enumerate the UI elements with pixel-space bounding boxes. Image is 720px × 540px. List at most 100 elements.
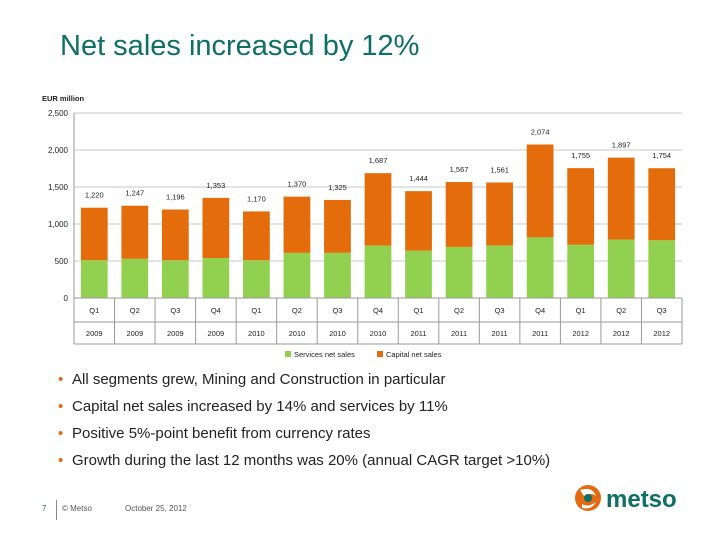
bullet-item: • All segments grew, Mining and Construct… — [58, 370, 550, 389]
bar-segment — [405, 191, 432, 251]
bar-segment — [648, 168, 676, 241]
footer-copyright: © Metso — [62, 504, 92, 513]
bullet-icon: • — [58, 398, 64, 415]
y-tick-label: 1,000 — [48, 220, 69, 229]
slide-title: Net sales increased by 12% — [60, 30, 420, 62]
x-tick-year: 2010 — [329, 329, 346, 338]
x-tick-quarter: Q1 — [89, 306, 99, 315]
bullet-icon: • — [58, 425, 64, 442]
bar-segment — [526, 144, 554, 238]
x-tick-year: 2011 — [410, 329, 426, 338]
legend: Services net sales Capital net sales — [285, 350, 442, 359]
x-tick-year: 2010 — [289, 329, 306, 338]
x-tick-quarter: Q1 — [576, 306, 586, 315]
bar-segment — [202, 197, 230, 259]
x-tick-year: 2011 — [532, 329, 548, 338]
x-tick-quarter: Q3 — [495, 306, 505, 315]
x-tick-quarter: Q1 — [414, 306, 424, 315]
x-tick-year: 2012 — [653, 329, 670, 338]
x-tick-quarter: Q3 — [657, 306, 667, 315]
x-tick-quarter: Q4 — [535, 306, 545, 315]
y-axis: 0 500 1,000 1,500 2,000 2,500 — [48, 109, 75, 303]
page-number: 7 — [42, 504, 47, 513]
x-tick-year: 2010 — [248, 329, 265, 338]
bullet-text: Positive 5%-point benefit from currency … — [72, 425, 371, 442]
bar-segment — [283, 196, 311, 253]
x-tick-quarter: Q2 — [130, 306, 140, 315]
bar-segment — [324, 199, 351, 253]
x-tick-year: 2009 — [86, 329, 103, 338]
total-label: 1,170 — [247, 194, 266, 203]
x-tick-quarter: Q3 — [170, 306, 180, 315]
x-tick-quarter: Q2 — [292, 306, 302, 315]
bar-segment — [486, 245, 513, 298]
x-tick-year: 2012 — [613, 329, 630, 338]
legend-swatch — [377, 351, 383, 357]
total-label: 1,370 — [288, 180, 307, 189]
x-axis: Q1 2009 Q2 2009 Q3 2009 Q4 2009 Q1 2010 Q2 2010 Q3 20… — [73, 297, 683, 345]
bar-segment — [607, 157, 635, 240]
bar-segment — [324, 252, 351, 298]
bar-segment — [243, 211, 270, 261]
x-tick-year: 2009 — [208, 329, 225, 338]
total-label: 2,074 — [531, 128, 550, 137]
footer-date: October 25, 2012 — [125, 504, 187, 513]
footer-divider — [56, 500, 57, 520]
x-tick-quarter: Q2 — [454, 306, 464, 315]
legend-label: Services net sales — [294, 350, 355, 359]
total-label: 1,444 — [409, 174, 428, 183]
x-tick-year: 2010 — [370, 329, 387, 338]
total-label: 1,247 — [125, 189, 144, 198]
bar-segment — [121, 258, 149, 298]
bar-segment — [161, 209, 189, 261]
metso-swirl-icon — [575, 485, 601, 511]
x-tick-quarter: Q3 — [332, 306, 342, 315]
bar-segment — [283, 252, 311, 298]
y-tick-label: 1,500 — [48, 183, 69, 192]
bar-segment — [364, 245, 392, 298]
bullet-text: Capital net sales increased by 14% and s… — [72, 398, 448, 415]
total-label: 1,754 — [652, 151, 671, 160]
total-label: 1,325 — [328, 183, 347, 192]
bar-segment — [526, 237, 554, 298]
bar-segment — [445, 246, 473, 298]
total-label: 1,567 — [450, 165, 469, 174]
bar-segment — [364, 173, 392, 246]
total-label: 1,897 — [612, 141, 631, 150]
bar-segment — [445, 182, 473, 247]
bullet-item: • Positive 5%-point benefit from currency… — [58, 424, 550, 443]
y-tick-label: 2,000 — [48, 146, 69, 155]
x-tick-quarter: Q4 — [373, 306, 383, 315]
bar-segment — [607, 239, 635, 298]
metso-logo: metso — [575, 485, 677, 513]
bar-segment — [80, 260, 108, 298]
x-tick-year: 2009 — [126, 329, 143, 338]
x-tick-quarter: Q2 — [616, 306, 626, 315]
bar-segment — [486, 182, 513, 246]
bar-segment — [567, 168, 595, 245]
bullet-item: • Capital net sales increased by 14% and … — [58, 397, 550, 416]
legend-label: Capital net sales — [386, 350, 442, 359]
total-label: 1,755 — [571, 151, 590, 160]
total-label: 1,196 — [166, 192, 185, 201]
y-tick-label: 500 — [55, 257, 69, 266]
bar-segment — [567, 244, 595, 298]
y-axis-label: EUR million — [42, 94, 85, 103]
bar-segment — [648, 240, 676, 298]
data-labels: 1,220 1,247 1,196 1,353 1,170 1,370 1,325 1,687… — [85, 128, 671, 204]
logo-text: metso — [606, 486, 677, 513]
total-label: 1,561 — [490, 165, 509, 174]
y-tick-label: 0 — [64, 294, 69, 303]
x-tick-quarter: Q4 — [211, 306, 221, 315]
bullet-icon: • — [58, 371, 64, 388]
bullet-item: • Growth during the last 12 months was 20… — [58, 451, 550, 470]
legend-swatch — [285, 351, 291, 357]
bar-segment — [121, 205, 149, 259]
bars — [80, 144, 676, 298]
total-label: 1,220 — [85, 191, 104, 200]
y-tick-label: 2,500 — [48, 109, 69, 118]
bar-segment — [243, 260, 270, 298]
total-label: 1,353 — [206, 181, 225, 190]
bullet-text: Growth during the last 12 months was 20%… — [72, 452, 551, 469]
x-tick-year: 2011 — [451, 329, 467, 338]
